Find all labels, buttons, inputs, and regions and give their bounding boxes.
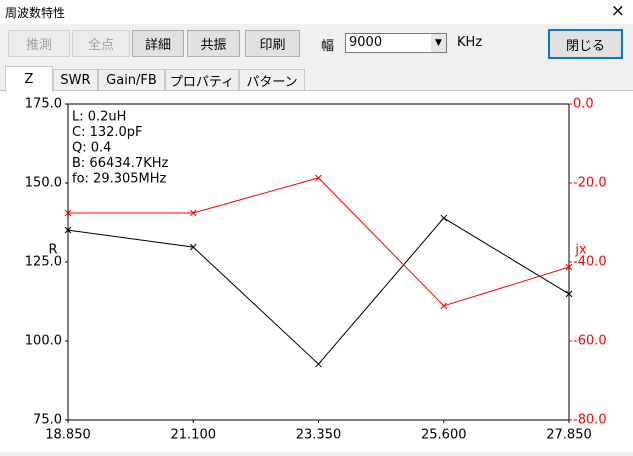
plot-area xyxy=(67,103,570,421)
y-tick-label: 175.0 xyxy=(25,97,62,112)
window-title: 周波数特性 xyxy=(5,6,66,20)
point-marker xyxy=(315,360,322,368)
y-tick-label: 125.0 xyxy=(25,255,62,270)
toolbar-button: 推測 xyxy=(8,30,70,57)
x-tick-label: 21.100 xyxy=(171,428,217,443)
point-marker xyxy=(565,263,573,271)
close-button[interactable]: 閉じる xyxy=(548,29,623,59)
y2-tick-label: -80.0 xyxy=(573,413,607,428)
x-tick-label: 18.850 xyxy=(45,428,91,443)
point-marker xyxy=(189,243,197,251)
y-tick-label: 75.0 xyxy=(33,413,62,428)
point-marker xyxy=(189,209,197,217)
chart: 75.0 100.0 125.0 150.0 175.0 -80.0 -60.0 -40.0 -… xyxy=(25,97,607,443)
unit-label: KHz xyxy=(457,35,483,50)
x-tick-label: 25.600 xyxy=(421,428,467,443)
width-combobox[interactable]: 9000 ▼ xyxy=(345,33,447,53)
y2-tick-label: -60.0 xyxy=(573,334,607,349)
tab-page: 75.0 100.0 125.0 150.0 175.0 -80.0 -60.0 -40.0 -… xyxy=(0,90,633,452)
annotation: C: 132.0pF xyxy=(72,125,143,140)
y-axis-label: R xyxy=(48,243,57,258)
tab[interactable]: Gain/FB xyxy=(98,69,165,91)
point-marker xyxy=(315,174,322,182)
y2-tick-label: -40.0 xyxy=(573,255,607,270)
point-marker xyxy=(64,226,72,234)
y2-axis-label: jx xyxy=(574,243,587,258)
close-icon[interactable]: × xyxy=(610,1,625,21)
width-label: 幅 xyxy=(321,39,335,54)
point-marker xyxy=(440,214,448,222)
width-value: 9000 xyxy=(349,35,383,50)
y2-tick-label: 0.0 xyxy=(573,97,594,112)
toolbar-button[interactable]: 詳細 xyxy=(132,30,184,57)
y2-tick-label: -20.0 xyxy=(573,176,607,191)
tab[interactable]: プロパティ xyxy=(165,69,239,91)
x-tick-label: 23.350 xyxy=(296,428,342,443)
annotation: Q: 0.4 xyxy=(72,141,111,156)
y-tick-label: 100.0 xyxy=(25,334,62,349)
tab[interactable]: SWR xyxy=(53,69,98,91)
toolbar-button[interactable]: 印刷 xyxy=(245,30,300,57)
tab[interactable]: パターン xyxy=(239,69,305,91)
toolbar-button: 全点 xyxy=(72,30,130,57)
annotation: fo: 29.305MHz xyxy=(72,172,167,187)
dropdown-arrow[interactable]: ▼ xyxy=(431,34,446,52)
point-marker xyxy=(64,209,72,217)
annotation: L: 0.2uH xyxy=(72,110,126,125)
tab[interactable]: Z xyxy=(5,66,53,92)
x-tick-label: 27.850 xyxy=(546,428,592,443)
y-tick-label: 150.0 xyxy=(25,176,62,191)
toolbar-button[interactable]: 共振 xyxy=(187,30,240,57)
point-marker xyxy=(565,290,573,298)
annotation: B: 66434.7KHz xyxy=(72,156,168,171)
title-bar: 周波数特性 × xyxy=(0,0,633,24)
point-marker xyxy=(440,302,448,310)
